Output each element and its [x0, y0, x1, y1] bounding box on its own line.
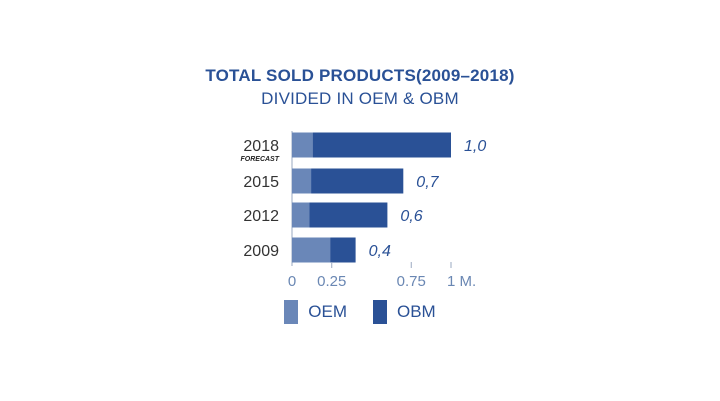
x-tick-label-3: 1 M.: [447, 273, 476, 290]
legend-label-oem: OEM: [308, 302, 347, 321]
value-label-2018: 1,0: [464, 138, 486, 155]
bar-obm-2018: [312, 132, 451, 158]
category-label-2018: 2018: [243, 138, 279, 155]
bar-oem-2018: [292, 132, 313, 158]
legend-item-obm: OBM: [373, 300, 436, 324]
chart-subtitle: DIVIDED IN OEM & OBM: [261, 89, 459, 108]
chart-title: TOTAL SOLD PRODUCTS(2009–2018): [205, 66, 515, 85]
value-label-2012: 0,6: [400, 208, 422, 225]
bar-oem-2015: [292, 168, 312, 194]
legend-label-obm: OBM: [397, 302, 436, 321]
category-label-2012: 2012: [243, 208, 279, 225]
bar-oem-2012: [292, 202, 310, 228]
bar-obm-2009: [330, 237, 356, 263]
category-note-2018: FORECAST: [241, 156, 280, 163]
category-label-2015: 2015: [243, 174, 279, 191]
legend-item-oem: OEM: [284, 300, 347, 324]
x-tick-label-0: 0: [288, 273, 296, 290]
legend-swatch-obm: [373, 300, 387, 324]
value-label-2015: 0,7: [416, 174, 439, 191]
value-label-2009: 0,4: [369, 243, 391, 260]
legend: OEM OBM: [0, 300, 720, 324]
legend-swatch-oem: [284, 300, 299, 324]
bar-oem-2009: [292, 237, 331, 263]
category-label-2009: 2009: [243, 243, 279, 260]
bar-obm-2015: [311, 168, 404, 194]
bar-obm-2012: [309, 202, 388, 228]
x-tick-label-1: 0.25: [317, 273, 346, 290]
x-tick-label-2: 0.75: [397, 273, 426, 290]
